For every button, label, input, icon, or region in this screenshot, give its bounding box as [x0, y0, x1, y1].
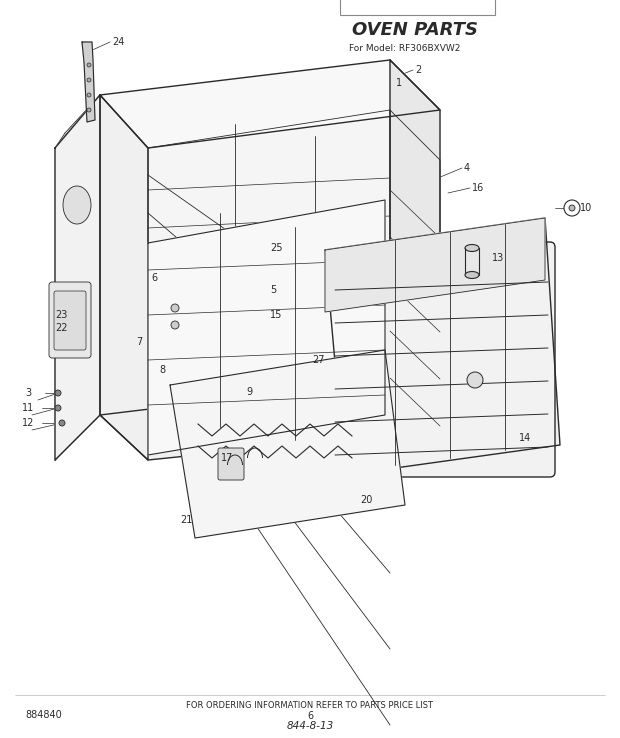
Polygon shape [55, 95, 100, 460]
Text: 23: 23 [55, 310, 68, 320]
FancyBboxPatch shape [49, 282, 91, 358]
Text: 11: 11 [22, 403, 34, 413]
Text: 22: 22 [55, 323, 68, 333]
Text: FOR ORDERING INFORMATION REFER TO PARTS PRICE LIST: FOR ORDERING INFORMATION REFER TO PARTS … [187, 700, 433, 709]
Text: 24: 24 [112, 37, 125, 47]
Polygon shape [82, 42, 95, 122]
Text: 6: 6 [307, 711, 313, 721]
Text: 21: 21 [180, 515, 193, 525]
Text: 8: 8 [159, 365, 165, 375]
Text: 25: 25 [270, 243, 283, 253]
Polygon shape [100, 380, 440, 460]
Text: 6: 6 [152, 273, 158, 283]
Text: 15: 15 [270, 310, 282, 320]
Circle shape [171, 304, 179, 312]
Circle shape [467, 372, 483, 388]
Circle shape [564, 200, 580, 216]
Text: 9: 9 [247, 387, 253, 397]
Circle shape [87, 63, 91, 67]
Text: 27: 27 [312, 355, 325, 365]
Ellipse shape [63, 186, 91, 224]
Text: 16: 16 [472, 183, 484, 193]
Text: 14: 14 [519, 433, 531, 443]
Text: 4: 4 [464, 163, 470, 173]
Polygon shape [100, 60, 440, 148]
Polygon shape [325, 218, 560, 475]
Polygon shape [148, 200, 385, 455]
Text: 10: 10 [580, 203, 592, 213]
FancyBboxPatch shape [340, 0, 495, 15]
Circle shape [87, 78, 91, 82]
Polygon shape [390, 110, 440, 425]
FancyBboxPatch shape [218, 448, 244, 480]
Polygon shape [100, 95, 148, 460]
Polygon shape [325, 218, 545, 312]
Text: 17: 17 [221, 453, 233, 463]
Circle shape [87, 108, 91, 112]
Circle shape [55, 390, 61, 396]
Text: 884840: 884840 [25, 710, 62, 720]
Text: 5: 5 [270, 285, 277, 295]
Text: 1: 1 [396, 78, 402, 88]
Circle shape [569, 205, 575, 211]
Circle shape [171, 321, 179, 329]
Circle shape [87, 93, 91, 97]
Text: For Model: RF306BXVW2: For Model: RF306BXVW2 [349, 44, 461, 52]
Polygon shape [170, 350, 405, 538]
Text: 13: 13 [492, 253, 504, 263]
Text: 7: 7 [136, 337, 142, 347]
FancyBboxPatch shape [325, 242, 555, 477]
FancyBboxPatch shape [54, 291, 86, 350]
Circle shape [59, 420, 65, 426]
Polygon shape [148, 110, 390, 415]
Text: 844-8-13: 844-8-13 [286, 721, 334, 731]
Text: 20: 20 [360, 495, 373, 505]
Ellipse shape [465, 244, 479, 252]
Text: 2: 2 [415, 65, 421, 75]
Text: 12: 12 [22, 418, 34, 428]
Text: 3: 3 [25, 388, 31, 398]
Text: OVEN PARTS: OVEN PARTS [352, 21, 478, 39]
Circle shape [55, 405, 61, 411]
Ellipse shape [465, 272, 479, 278]
Polygon shape [390, 60, 440, 430]
